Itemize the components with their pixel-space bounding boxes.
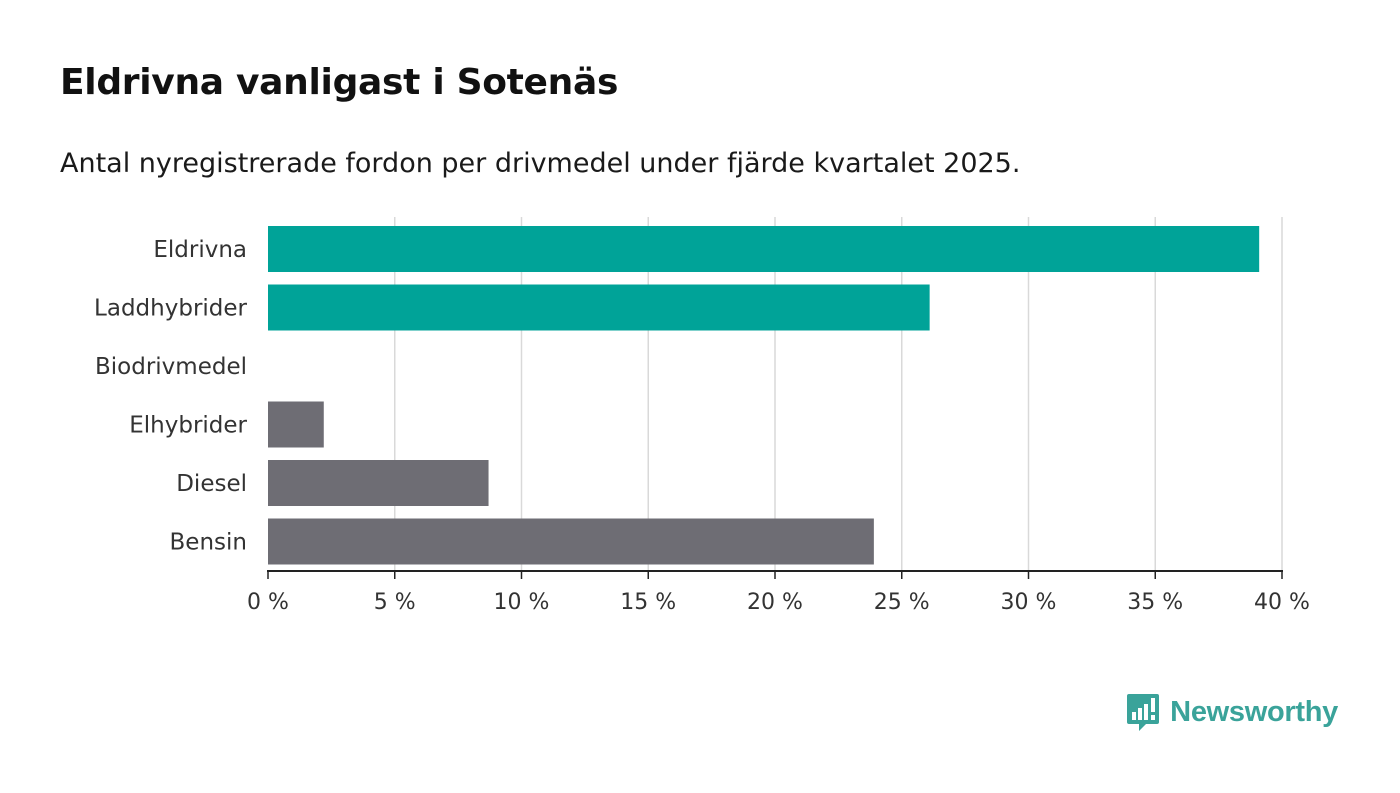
x-axis: 0 % 5 % 10 % 15 % 20 % 25 % 30 % 35 % 40 % [247, 570, 1310, 615]
x-tick-label: 25 % [874, 590, 930, 615]
chart-subtitle: Antal nyregistrerade fordon per drivmede… [60, 148, 1021, 179]
category-label: Diesel [176, 471, 247, 497]
bar-laddhybrider [268, 284, 930, 331]
x-tick-label: 0 % [247, 590, 289, 615]
newsworthy-logo-text: Newsworthy [1170, 695, 1338, 728]
x-tick-label: 40 % [1254, 590, 1310, 615]
newsworthy-logo: Newsworthy [1126, 692, 1338, 732]
bars [268, 226, 1260, 565]
grid-lines [394, 217, 1283, 571]
category-labels: Eldrivna Laddhybrider Biodrivmedel Elhybrid… [94, 237, 247, 556]
x-tick-label: 20 % [747, 590, 803, 615]
x-tick-label: 30 % [1001, 590, 1057, 615]
bar-elhybrider [268, 401, 324, 448]
x-tick-label: 15 % [620, 590, 676, 615]
bar-bensin [268, 518, 874, 565]
x-tick-label: 10 % [494, 590, 550, 615]
category-label: Laddhybrider [94, 296, 247, 322]
chart-title: Eldrivna vanligast i Sotenäs [60, 62, 619, 103]
x-tick-label: 5 % [374, 590, 416, 615]
bar-chart: Eldrivna Laddhybrider Biodrivmedel Elhybrid… [94, 217, 1310, 615]
category-label: Elhybrider [129, 413, 247, 439]
bar-diesel [268, 460, 489, 506]
x-tick-label: 35 % [1127, 590, 1183, 615]
category-label: Bensin [170, 530, 247, 556]
category-label: Eldrivna [153, 237, 247, 263]
newsworthy-logo-icon [1127, 694, 1160, 731]
category-label: Biodrivmedel [95, 354, 247, 380]
bar-eldrivna [268, 226, 1260, 272]
